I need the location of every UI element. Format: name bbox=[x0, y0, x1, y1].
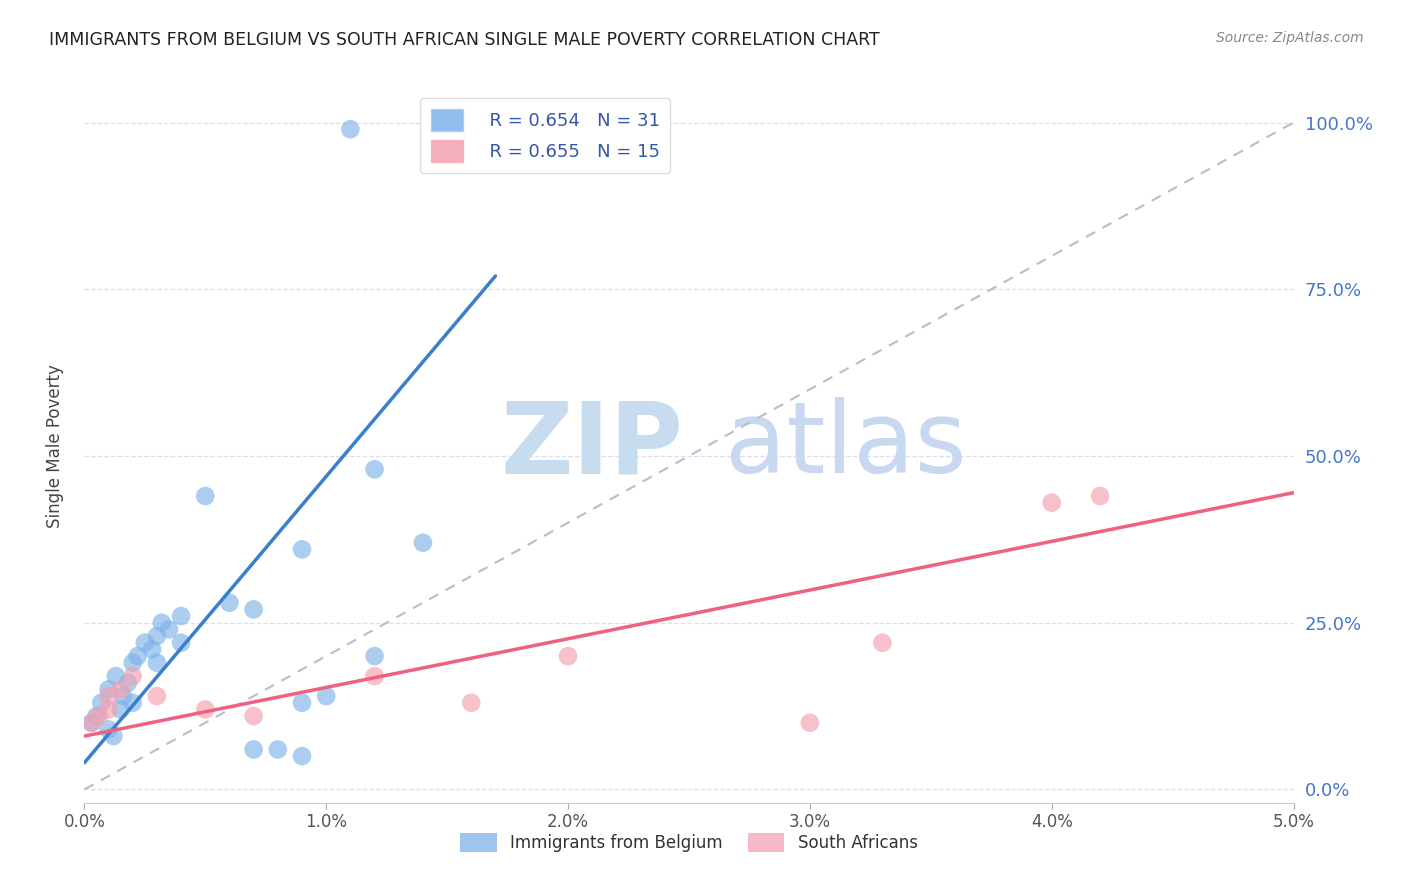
Point bbox=[97, 689, 120, 703]
Point bbox=[157, 623, 180, 637]
Point bbox=[112, 689, 135, 703]
Point bbox=[146, 629, 169, 643]
Point bbox=[460, 696, 482, 710]
Point bbox=[150, 615, 173, 630]
Point bbox=[291, 749, 314, 764]
Point bbox=[412, 535, 434, 549]
Point bbox=[557, 649, 579, 664]
Point bbox=[80, 715, 103, 730]
Point bbox=[315, 689, 337, 703]
Point bbox=[170, 609, 193, 624]
Point bbox=[267, 742, 290, 756]
Point bbox=[86, 709, 108, 723]
Y-axis label: Single Male Poverty: Single Male Poverty bbox=[45, 364, 63, 528]
Point bbox=[170, 636, 193, 650]
Point bbox=[90, 696, 112, 710]
Point bbox=[146, 689, 169, 703]
Point bbox=[104, 669, 127, 683]
Point bbox=[194, 702, 217, 716]
Point bbox=[363, 649, 385, 664]
Point bbox=[141, 642, 163, 657]
Point bbox=[242, 602, 264, 616]
Point bbox=[134, 636, 156, 650]
Text: IMMIGRANTS FROM BELGIUM VS SOUTH AFRICAN SINGLE MALE POVERTY CORRELATION CHART: IMMIGRANTS FROM BELGIUM VS SOUTH AFRICAN… bbox=[49, 31, 880, 49]
Point bbox=[110, 702, 132, 716]
Point bbox=[87, 709, 110, 723]
Point bbox=[146, 656, 169, 670]
Text: atlas: atlas bbox=[725, 398, 967, 494]
Point bbox=[121, 669, 143, 683]
Point bbox=[194, 489, 217, 503]
Text: Source: ZipAtlas.com: Source: ZipAtlas.com bbox=[1216, 31, 1364, 45]
Point bbox=[363, 462, 385, 476]
Point bbox=[1088, 489, 1111, 503]
Point bbox=[117, 675, 139, 690]
Point bbox=[97, 702, 120, 716]
Point bbox=[80, 715, 103, 730]
Point bbox=[97, 723, 120, 737]
Point bbox=[97, 682, 120, 697]
Point bbox=[339, 122, 361, 136]
Legend: Immigrants from Belgium, South Africans: Immigrants from Belgium, South Africans bbox=[454, 826, 924, 859]
Point bbox=[218, 596, 240, 610]
Point bbox=[121, 696, 143, 710]
Point bbox=[110, 682, 132, 697]
Point bbox=[799, 715, 821, 730]
Point bbox=[242, 709, 264, 723]
Point bbox=[363, 669, 385, 683]
Point bbox=[121, 656, 143, 670]
Point bbox=[242, 742, 264, 756]
Point bbox=[872, 636, 894, 650]
Point bbox=[1040, 496, 1063, 510]
Text: ZIP: ZIP bbox=[501, 398, 683, 494]
Point bbox=[291, 696, 314, 710]
Point bbox=[103, 729, 125, 743]
Point bbox=[127, 649, 149, 664]
Point bbox=[291, 542, 314, 557]
